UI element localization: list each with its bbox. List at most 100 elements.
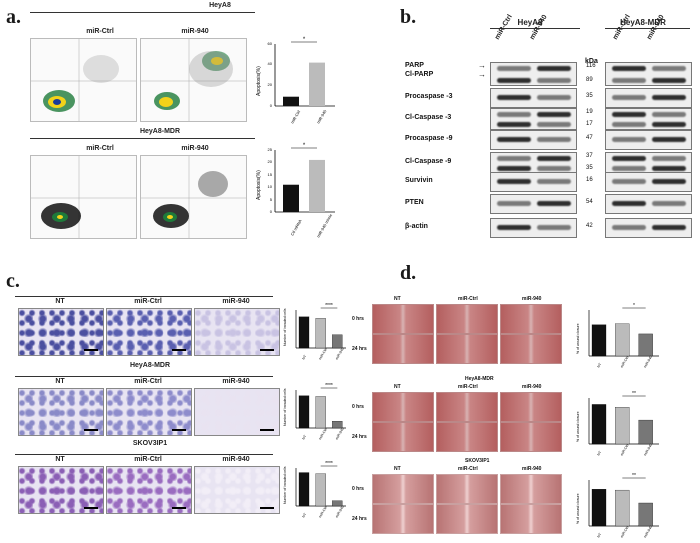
c-cond-label: miR-940 xyxy=(222,298,250,305)
blot-band xyxy=(497,201,531,206)
blot-band xyxy=(537,122,571,127)
blot-band xyxy=(652,66,686,71)
blot-strip xyxy=(490,62,577,86)
wound-image xyxy=(436,504,498,534)
c-0-chart: Number of invaded cells NT miR-Ctrl miR-940… xyxy=(283,303,346,361)
wound-image xyxy=(500,504,562,534)
blot-band xyxy=(652,122,686,127)
d-time-label: 24 hrs xyxy=(352,346,367,352)
c-2-sig: **** xyxy=(325,461,333,467)
kda-value: 35 xyxy=(586,165,593,171)
a2-ytick: 5 xyxy=(270,197,273,202)
d-1-bar xyxy=(638,419,653,445)
arrow-icon: → xyxy=(478,61,486,70)
wound-image xyxy=(372,392,434,422)
c-cond-label: miR-Ctrl xyxy=(134,378,162,385)
blot-band xyxy=(652,179,686,184)
blot-strip xyxy=(605,130,692,150)
blot-strip xyxy=(605,218,692,238)
blot-band xyxy=(652,78,686,83)
kda-value: 116 xyxy=(586,63,596,69)
d-2-bar xyxy=(638,502,653,527)
blot-band xyxy=(612,137,646,142)
a1-ylabel: Apoptosis(%) xyxy=(256,66,262,96)
wound-image xyxy=(436,334,498,364)
kda-value: 47 xyxy=(586,135,593,141)
blot-band xyxy=(612,66,646,71)
kda-value: 54 xyxy=(586,199,593,205)
a2-xlabel: Ctl mRNA xyxy=(290,218,303,236)
d-0-xlabel: NT xyxy=(596,362,602,369)
a2-bar-ctl xyxy=(283,184,299,212)
d-cond-label: miR-940 xyxy=(522,466,542,472)
blot-band xyxy=(497,78,531,83)
kda-value: 35 xyxy=(586,93,593,99)
blot-band xyxy=(537,137,571,142)
blot-band xyxy=(497,137,531,142)
d-1-bar xyxy=(591,404,607,445)
c-row-title: SKOV3IP1 xyxy=(132,440,168,447)
blot-label: PARP xyxy=(405,62,424,69)
c-1-chart: Number of invaded cells NT miR-Ctrl miR-940… xyxy=(283,383,346,441)
c-1-bar xyxy=(332,421,343,429)
blot-strip xyxy=(490,152,577,174)
a2-ytick: 0 xyxy=(270,209,273,214)
a1-ytick: 40 xyxy=(268,61,273,66)
blot-band xyxy=(537,156,571,161)
chart-a2-mdr: Apoptosis(%) 0 5 10 15 20 25 * Ctl mRNA … xyxy=(256,143,335,239)
a2-ytick: 15 xyxy=(268,172,273,177)
blot-band xyxy=(537,179,571,184)
wound-image xyxy=(372,334,434,364)
a1-xlabel: miR-940 xyxy=(316,108,328,124)
a2-sig-star: * xyxy=(303,143,306,149)
blot-label-2: Cl-PARP xyxy=(405,71,434,78)
scale-bar xyxy=(260,349,274,351)
facs-plot-mdr-ctrl xyxy=(30,155,137,239)
d-1-ylabel: % of wound closure xyxy=(576,411,580,442)
c-cond-label: miR-940 xyxy=(222,378,250,385)
d-2-sig: ** xyxy=(632,473,636,479)
blot-strip xyxy=(490,172,577,192)
a-cond-ctrl-1: miR-Ctrl xyxy=(86,28,114,35)
c-rule xyxy=(15,454,273,455)
a2-ylabel: Apoptosis(%) xyxy=(256,170,262,200)
a1-bar-940 xyxy=(309,62,325,106)
d-cond-label: NT xyxy=(394,466,401,472)
a1-sig-star: * xyxy=(303,37,306,43)
facs-plot-mdr-940 xyxy=(140,155,247,239)
d-2-chart: % of wound closure NT miR-Ctrl miR-940 ** xyxy=(576,473,659,539)
blot-band xyxy=(612,122,646,127)
d-0-bar xyxy=(591,324,607,357)
d-cond-label: miR-940 xyxy=(522,296,542,302)
wound-image xyxy=(500,474,562,504)
d-cond-label: NT xyxy=(394,384,401,390)
blot-band xyxy=(497,95,531,100)
d-1-chart: % of wound closure NT miR-Ctrl miR-940 ** xyxy=(576,391,659,457)
blot-label: Cl-Caspase -9 xyxy=(405,158,452,165)
blot-strip xyxy=(490,108,577,130)
c-0-bar xyxy=(298,316,310,349)
d-row-title: SKOV3IP1 xyxy=(465,458,490,464)
kda-value: 89 xyxy=(586,77,593,83)
c-1-ylabel: Number of invaded cells xyxy=(283,388,287,426)
d-2-xlabel: miR-Ctrl xyxy=(620,525,630,538)
blot-band xyxy=(537,95,571,100)
blot-strip xyxy=(490,88,577,108)
c-rule xyxy=(15,296,273,297)
blot-strip xyxy=(605,194,692,214)
wound-image xyxy=(436,304,498,334)
wound-image xyxy=(436,422,498,452)
c-row-title: HeyA8-MDR xyxy=(129,362,171,369)
blot-label: β-actin xyxy=(405,223,428,230)
d-time-label: 0 hrs xyxy=(352,404,364,410)
scale-bar xyxy=(172,349,186,351)
invasion-image xyxy=(106,466,192,514)
d-cond-label: miR-940 xyxy=(522,384,542,390)
a1-ytick: 20 xyxy=(268,82,273,87)
blot-strip xyxy=(605,62,692,86)
a-cond-940-2: miR-940 xyxy=(181,145,209,152)
c-1-xlabel: miR-Ctrl xyxy=(318,427,328,440)
invasion-image xyxy=(18,308,104,356)
blot-band xyxy=(612,201,646,206)
invasion-image xyxy=(18,388,104,436)
